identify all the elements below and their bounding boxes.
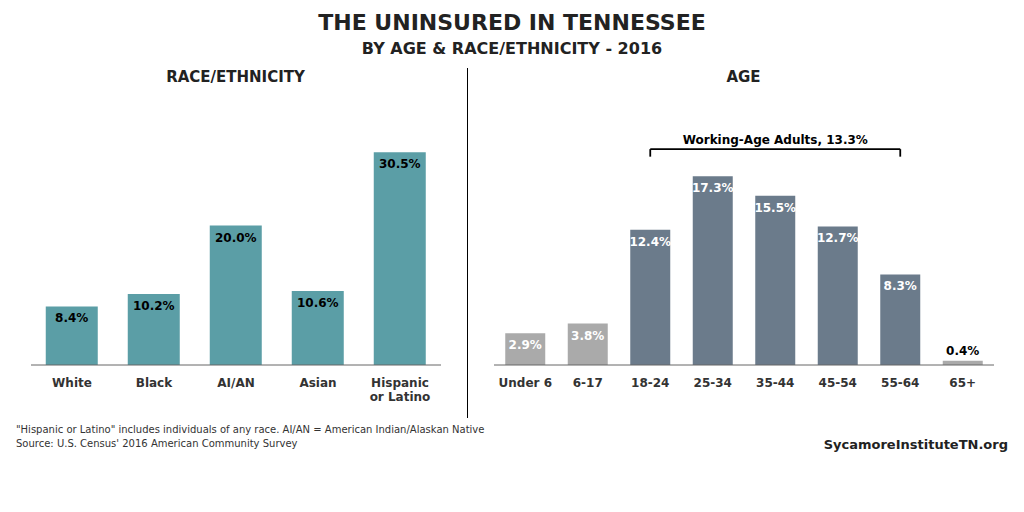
svg-text:65+: 65+ xyxy=(949,376,976,390)
svg-text:25-34: 25-34 xyxy=(693,376,731,390)
svg-text:White: White xyxy=(52,376,92,390)
svg-text:15.5%: 15.5% xyxy=(754,201,796,215)
svg-text:30.5%: 30.5% xyxy=(378,157,420,171)
svg-text:6-17: 6-17 xyxy=(572,376,602,390)
svg-text:12.4%: 12.4% xyxy=(629,235,671,249)
svg-text:10.6%: 10.6% xyxy=(296,296,338,310)
svg-text:3.8%: 3.8% xyxy=(571,329,604,343)
svg-text:55-64: 55-64 xyxy=(881,376,919,390)
svg-text:8.3%: 8.3% xyxy=(883,279,916,293)
svg-text:20.0%: 20.0% xyxy=(214,231,256,245)
svg-text:8.4%: 8.4% xyxy=(55,311,88,325)
html-text:BY AGE & RACE/ETHNICITY - 2016: BY AGE & RACE/ETHNICITY - 2016 xyxy=(361,39,663,58)
svg-text:Black: Black xyxy=(135,376,172,390)
html-text:SycamoreInstituteTN.org: SycamoreInstituteTN.org xyxy=(823,437,1008,452)
svg-text:2.9%: 2.9% xyxy=(508,338,541,352)
svg-text:AI/AN: AI/AN xyxy=(217,376,254,390)
svg-text:12.7%: 12.7% xyxy=(816,231,858,245)
html-text:"Hispanic or Latino" includes: "Hispanic or Latino" includes individual… xyxy=(16,424,485,435)
html-text:RACE/ETHNICITY: RACE/ETHNICITY xyxy=(166,68,305,86)
html-text:THE UNINSURED IN TENNESSEE: THE UNINSURED IN TENNESSEE xyxy=(318,10,706,35)
html-text:Source: U.S. Census' 2016 Amer: Source: U.S. Census' 2016 American Commu… xyxy=(16,438,298,449)
svg-text:35-44: 35-44 xyxy=(756,376,794,390)
svg-text:Hispanicor Latino: Hispanicor Latino xyxy=(369,376,430,404)
svg-text:10.2%: 10.2% xyxy=(132,299,174,313)
svg-text:45-54: 45-54 xyxy=(818,376,856,390)
html-text:AGE: AGE xyxy=(726,68,761,86)
svg-text:Under 6: Under 6 xyxy=(498,376,551,390)
svg-text:0.4%: 0.4% xyxy=(946,344,979,358)
svg-text:Asian: Asian xyxy=(299,376,336,390)
svg-text:18-24: 18-24 xyxy=(631,376,669,390)
svg-text:17.3%: 17.3% xyxy=(691,181,733,195)
svg-text:Working-Age Adults, 13.3%: Working-Age Adults, 13.3% xyxy=(682,133,867,147)
